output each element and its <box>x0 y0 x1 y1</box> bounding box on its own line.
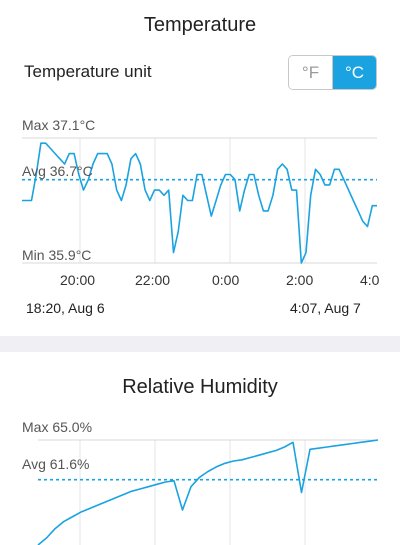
humidity-card: Relative Humidity Max 65.0% Avg 61.6% <box>0 352 400 545</box>
x-tick-label: 0:00 <box>212 272 240 288</box>
temperature-avg-label: Avg 36.7°C <box>22 163 93 179</box>
temperature-max-label: Max 37.1°C <box>22 117 96 133</box>
humidity-chart <box>37 439 379 545</box>
series-line <box>22 142 377 264</box>
range-start-time: 18:20, Aug 6 <box>26 300 105 316</box>
temperature-min-label: Min 35.9°C <box>22 247 92 263</box>
unit-celsius-button[interactable]: °C <box>333 56 376 89</box>
x-tick-label: 4:0 <box>360 272 380 288</box>
temperature-card: Temperature Temperature unit °F °C Max 3… <box>22 14 380 316</box>
unit-fahrenheit-button[interactable]: °F <box>289 56 333 89</box>
x-tick-label: 20:00 <box>60 272 96 288</box>
humidity-max-label: Max 65.0% <box>22 419 93 435</box>
x-tick-label: 22:00 <box>135 272 171 288</box>
section-divider <box>0 336 400 352</box>
temperature-title: Temperature <box>143 14 257 36</box>
temperature-unit-toggle[interactable]: °F °C <box>288 55 377 90</box>
range-end-time: 4:07, Aug 7 <box>290 300 361 316</box>
series-line <box>37 439 379 545</box>
x-tick-label: 2:00 <box>286 272 314 288</box>
humidity-title: Relative Humidity <box>122 376 278 398</box>
humidity-avg-label: Avg 61.6% <box>22 456 90 472</box>
temperature-chart <box>22 137 377 264</box>
temperature-unit-label: Temperature unit <box>24 62 152 81</box>
